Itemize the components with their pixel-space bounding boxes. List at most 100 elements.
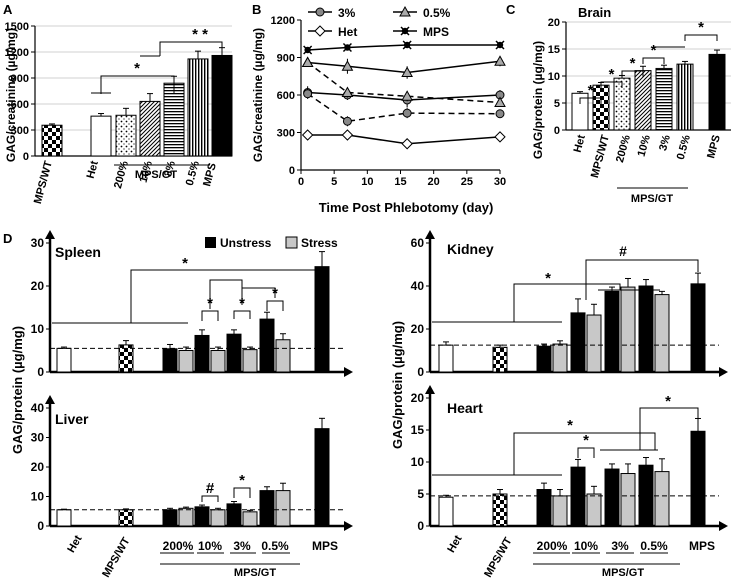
x-tick-label: Het (85, 159, 101, 180)
marker-x-cross (400, 26, 410, 36)
sig-label: * (583, 432, 589, 449)
x-tick-label: MPS/WT (100, 535, 133, 579)
y-axis-arrow (45, 230, 55, 239)
x-tick-label: 3% (657, 133, 673, 152)
sig-bracket-top (209, 279, 243, 309)
y-tick-label: 900 (277, 53, 295, 65)
sig-bracket (684, 34, 718, 41)
heart-title: Heart (447, 400, 483, 416)
legend-label: Het (338, 25, 357, 39)
sig-bracket (233, 487, 251, 498)
panel-d-right-ylabel: GAG/protein (µg/mg) (390, 321, 405, 449)
x-axis-arrow (719, 367, 728, 377)
bar-unstress-3% (604, 468, 620, 527)
panel-d-left-group-label: MPS/GT (234, 567, 276, 579)
x-tick-label: 10 (361, 176, 373, 188)
bar-unstress-0.5% (259, 318, 275, 373)
x-tick-label: MPS (201, 162, 219, 188)
bar-unstress-200% (162, 348, 178, 373)
y-tick-label: 0 (417, 365, 424, 379)
marker-x-cross (495, 40, 505, 50)
spleen-title: Spleen (55, 244, 101, 260)
x-axis-arrow (344, 367, 353, 377)
sig-label: * (545, 270, 551, 287)
x-tick-label: Het (572, 133, 588, 154)
bar-MPS/WT (592, 84, 610, 131)
bar-stress-200% (552, 495, 568, 527)
bar-stress-0.5% (275, 339, 291, 373)
sig-bracket (513, 432, 656, 475)
panel-a-chart: GAG/creatinine (µg/mg) MPS/GT 0 300 600 900… (4, 21, 233, 205)
x-axis-arrow (344, 521, 353, 531)
y-tick-label: 300 (11, 125, 29, 137)
sig-bracket (266, 300, 284, 311)
y-tick-label: 0 (23, 151, 29, 163)
x-tick-label: 200% (163, 539, 194, 553)
marker-diamond (341, 129, 354, 141)
x-tick-label: 200% (537, 539, 568, 553)
bar-stress-200% (552, 343, 568, 373)
sig-label: * (698, 19, 704, 36)
y-axis-arrow (425, 385, 435, 394)
kidney-title: Kidney (447, 241, 494, 257)
x-tick-label: 200% (614, 133, 633, 163)
y-tick-label: 1500 (5, 21, 29, 33)
sig-bracket (600, 81, 623, 88)
y-axis-arrow (425, 230, 435, 239)
x-tick-label: 10% (636, 133, 653, 158)
bar-unstress-0.5% (259, 490, 275, 527)
x-tick-label: 200% (112, 159, 131, 189)
sig-bracket (585, 259, 699, 300)
bar-MPS (708, 53, 726, 131)
sig-label: * (567, 417, 573, 434)
legend-label-unstress: Unstress (220, 236, 272, 250)
bar-unstress-200% (162, 509, 178, 527)
panel-b-chart: GAG/creatinine (µg/mg) Time Post Phlebot… (251, 5, 506, 215)
x-tick-label: 10% (138, 159, 155, 184)
marker-triangle (401, 66, 413, 77)
y-axis-arrow (45, 395, 55, 404)
marker-diamond (494, 131, 506, 143)
series-line-3% (307, 93, 501, 123)
bar-stress-3% (620, 473, 636, 527)
panel-label-a: A (3, 2, 13, 17)
bar-stress-200% (178, 507, 194, 527)
bar-unstress-Het (56, 347, 72, 373)
sig-label: * (651, 42, 657, 59)
y-tick-label: 300 (277, 128, 295, 140)
y-tick-label: 20 (411, 322, 425, 336)
marker-diamond (401, 138, 413, 150)
bar-stress-200% (178, 350, 194, 373)
y-tick-label: 0 (289, 165, 295, 177)
bar-unstress-Het (438, 496, 454, 527)
bar-stress-10% (210, 509, 226, 527)
panel-b-ylabel: GAG/creatinine (µg/mg) (251, 28, 265, 162)
y-tick-label: 1200 (5, 47, 29, 59)
bar-unstress-10% (194, 334, 210, 373)
y-tick-label: 900 (11, 73, 29, 85)
sig-bracket (130, 269, 323, 323)
marker-triangle (301, 56, 314, 67)
x-tick-label: 3% (611, 539, 629, 553)
marker-circle (303, 89, 313, 99)
bar-unstress-MPS (314, 428, 330, 527)
bar-stress-10% (210, 350, 226, 373)
sig-label: * (182, 255, 188, 272)
y-tick-label: 20 (31, 460, 45, 474)
panel-a-group-label: MPS/GT (135, 169, 177, 181)
bar-unstress-Het (438, 344, 454, 373)
sig-label: * (134, 60, 140, 77)
y-tick-label: 0 (37, 519, 44, 533)
y-tick-label: 0 (417, 519, 424, 533)
bar-stress-0.5% (275, 490, 291, 527)
x-tick-label: 0.5% (675, 133, 693, 161)
y-tick-label: 0 (554, 125, 560, 137)
panel-a-ylabel: GAG/creatinine (µg/mg) (4, 28, 18, 162)
x-tick-label: 3% (162, 159, 178, 178)
bar-unstress-Het (56, 509, 72, 527)
marker-triangle (494, 55, 506, 66)
y-tick-label: 10 (411, 455, 425, 469)
bar-Het (90, 115, 112, 157)
series-line-MPS (307, 44, 500, 51)
x-tick-label: 25 (461, 176, 473, 188)
